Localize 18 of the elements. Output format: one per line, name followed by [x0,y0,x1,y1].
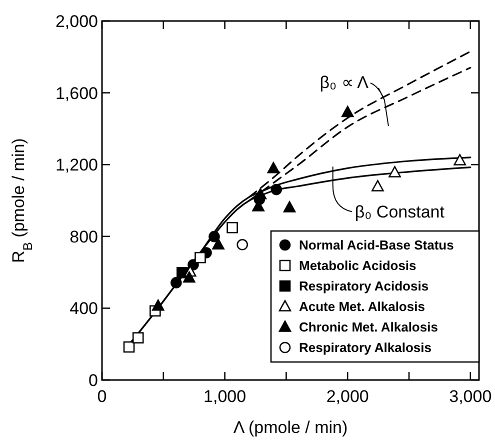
y-tick-label: 400 [70,299,98,318]
legend-label: Acute Met. Alkalosis [299,299,425,314]
y-tick-label: 800 [70,227,98,246]
x-tick-label: 3,000 [449,387,492,406]
x-tick-label: 1,000 [204,387,246,406]
annotation: β₀ Constant [354,202,445,222]
legend-label: Respiratory Alkalosis [299,340,432,356]
legend-label: Chronic Met. Alkalosis [299,320,438,335]
y-tick-label: 0 [88,370,98,390]
annotation: β₀ ∝ Λ [320,72,370,92]
y-tick-label: 1,200 [55,156,98,175]
legend-label: Normal Acid-Base Status [299,238,454,253]
y-tick-label: 1,600 [55,84,98,103]
legend-label: Respiratory Acidosis [299,278,429,294]
x-axis-title: Λ (pmole / min) [233,418,348,437]
y-tick-label: 2,000 [55,12,98,31]
legend-label: Metabolic Acidosis [299,258,416,274]
x-tick-label: 2,000 [326,387,369,406]
